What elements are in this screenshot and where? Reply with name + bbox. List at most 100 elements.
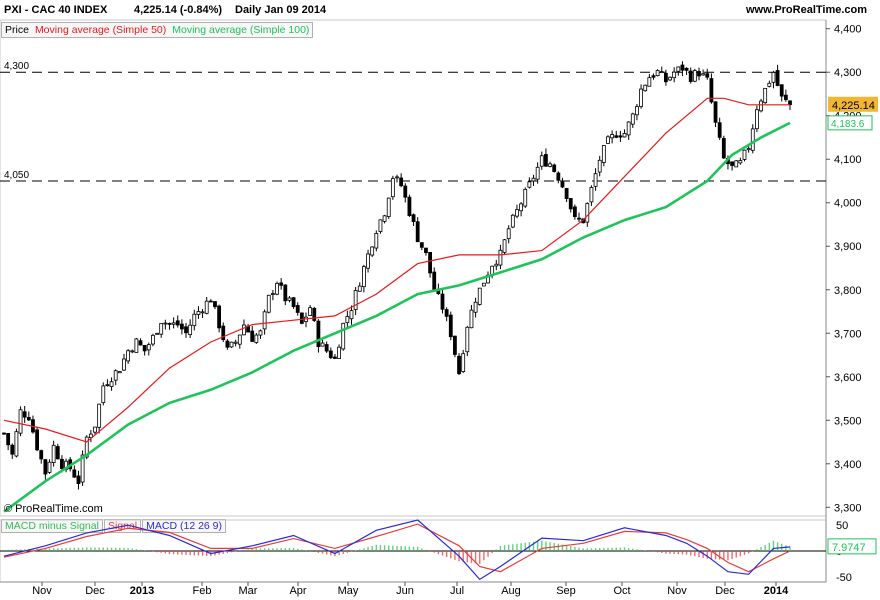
candle-body <box>151 334 155 345</box>
candle-body <box>746 147 751 151</box>
candle-body <box>444 309 449 317</box>
candle-body <box>552 164 557 172</box>
candle-body <box>556 172 561 181</box>
candle-body <box>630 113 635 125</box>
y-tick-label: 3,400 <box>834 459 862 471</box>
candle-body <box>705 73 710 78</box>
candle-body <box>43 459 48 475</box>
candle-body <box>755 109 759 130</box>
legend-ma50[interactable]: Moving average (Simple 50) <box>34 24 167 36</box>
candle-body <box>510 214 515 228</box>
x-tick-label: Apr <box>289 585 306 597</box>
candle-body <box>701 73 706 76</box>
candle-body <box>72 469 77 478</box>
candle-body <box>122 358 126 371</box>
candle-body <box>275 282 279 295</box>
candle-body <box>109 381 114 387</box>
candle-body <box>651 75 656 78</box>
candle-body <box>362 266 366 288</box>
x-tick-label: Nov <box>667 585 687 597</box>
candle-body <box>155 332 159 335</box>
candle-body <box>291 297 296 307</box>
candle-body <box>39 450 44 460</box>
last-price-tag-text: 4,225.14 <box>832 100 875 112</box>
candle-body <box>142 344 147 352</box>
candle-body <box>788 100 792 106</box>
candle-body <box>639 88 643 107</box>
candle-body <box>229 341 234 348</box>
ma100-price-tag-text: 4,183.6 <box>831 119 865 130</box>
header-site: www.ProRealTime.com <box>746 4 868 16</box>
candle-body <box>461 353 466 372</box>
candle-body <box>316 320 321 348</box>
candle-body <box>519 203 524 212</box>
candle-body <box>453 335 457 355</box>
candle-body <box>614 135 619 138</box>
candle-body <box>26 416 31 421</box>
candle-body <box>498 249 503 266</box>
candle-body <box>254 334 259 343</box>
candle-body <box>775 69 780 86</box>
candle-body <box>734 160 739 168</box>
candle-body <box>713 101 718 123</box>
candle-body <box>477 287 482 305</box>
macd-legend-macd[interactable]: MACD (12 26 9) <box>142 519 227 533</box>
candle-body <box>146 344 151 351</box>
candle-body <box>382 215 387 222</box>
candle-body <box>299 312 304 324</box>
candle-body <box>585 203 590 223</box>
legend-ma100[interactable]: Moving average (Simple 100) <box>172 24 310 36</box>
y-tick-label: 4,300 <box>834 67 862 79</box>
candle-body <box>622 133 627 138</box>
y-tick-label: 4,100 <box>834 154 862 166</box>
candle-body <box>175 320 180 326</box>
candle-body <box>424 247 428 253</box>
x-tick-label: Feb <box>193 585 212 597</box>
candle-body <box>527 181 532 188</box>
candle-body <box>6 433 11 446</box>
candle-body <box>283 284 288 302</box>
candle-body <box>217 305 222 329</box>
candle-body <box>668 76 672 81</box>
candle-body <box>763 87 768 104</box>
candle-body <box>179 323 184 330</box>
candle-body <box>676 66 681 72</box>
candle-body <box>366 253 370 269</box>
candle-body <box>266 294 271 313</box>
candle-body <box>577 217 581 220</box>
candle-body <box>51 444 56 463</box>
candle-body <box>2 432 6 435</box>
candle-body <box>130 350 135 353</box>
x-tick-label: Dec <box>715 585 735 597</box>
candle-body <box>341 322 346 350</box>
price-panel-frame <box>0 19 827 517</box>
candle-body <box>415 221 420 243</box>
last-price-tag <box>828 96 878 112</box>
candle-body <box>378 219 383 232</box>
candle-body <box>101 385 106 403</box>
candle-body <box>411 214 416 222</box>
candle-body <box>544 154 548 167</box>
candle-body <box>188 324 193 336</box>
candle-body <box>779 84 784 97</box>
x-tick-label: Mar <box>239 585 258 597</box>
candle-body <box>440 293 445 310</box>
candle-body <box>159 323 164 335</box>
ma100-price-tag <box>827 115 873 131</box>
candle-body <box>680 64 685 71</box>
candle-body <box>473 301 478 313</box>
candle-body <box>196 311 201 315</box>
candle-body <box>113 370 118 381</box>
x-tick-label: Jul <box>450 585 464 597</box>
candle-body <box>663 72 668 83</box>
candle-body <box>403 185 408 198</box>
candle-body <box>432 271 437 291</box>
candle-body <box>568 198 573 210</box>
x-tick-label: Oct <box>613 585 630 597</box>
candle-body <box>506 228 511 240</box>
candle-body <box>97 403 102 428</box>
candle-body <box>18 409 23 434</box>
candle-body <box>531 177 536 182</box>
candle-body <box>709 78 714 103</box>
